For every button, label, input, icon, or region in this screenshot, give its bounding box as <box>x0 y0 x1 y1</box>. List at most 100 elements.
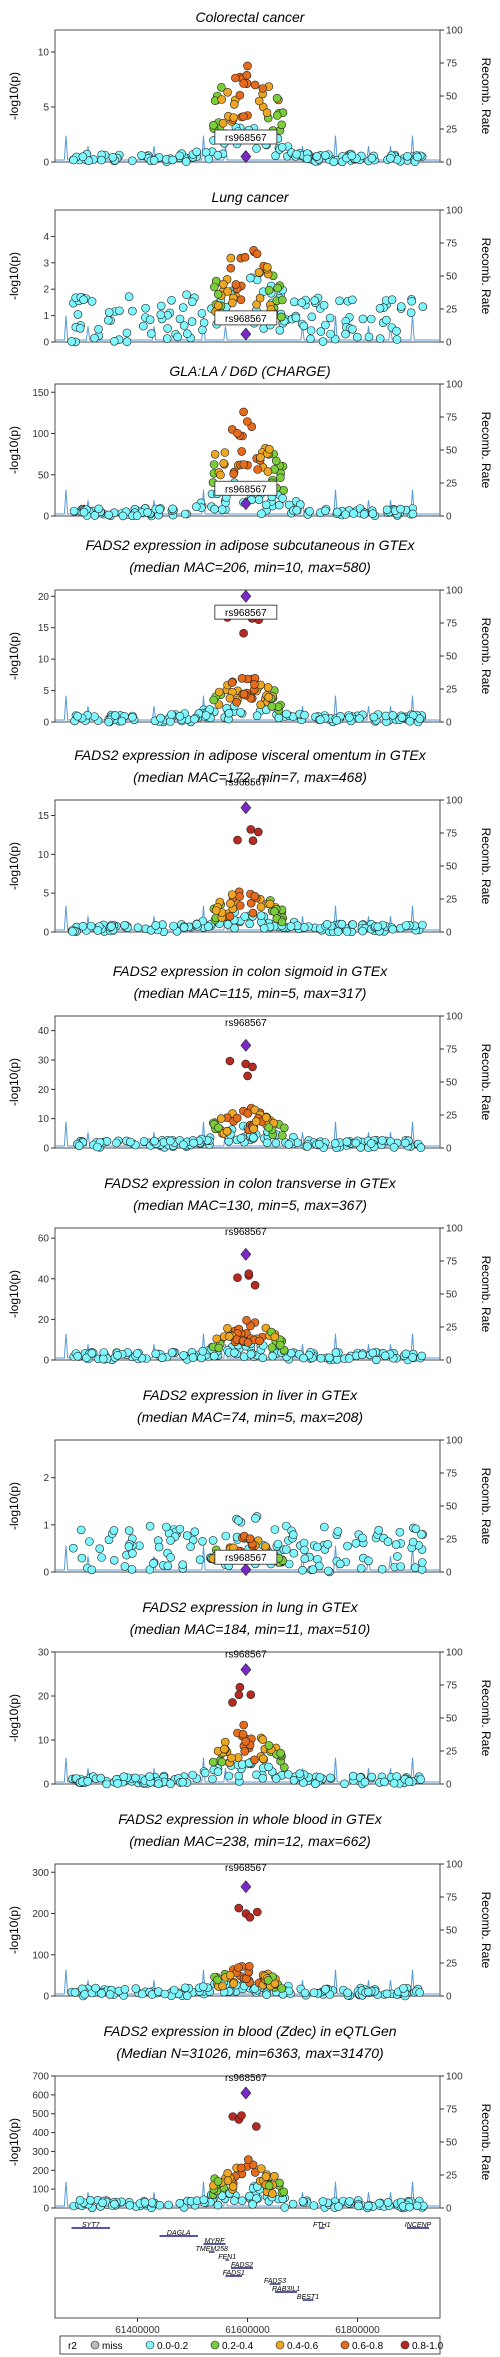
snp-point <box>342 927 352 936</box>
lead-snp-marker <box>240 1663 252 1677</box>
snp-point <box>368 509 378 519</box>
snp-point <box>97 1553 106 1562</box>
snp-point <box>219 279 228 289</box>
recomb-tick-label: 50 <box>446 1926 458 1937</box>
recomb-tick-label: 100 <box>446 1224 463 1235</box>
recomb-axis-label: Recomb. Rate <box>479 238 493 315</box>
snp-point <box>125 2200 135 2210</box>
snp-point <box>356 1564 366 1573</box>
recomb-tick-label: 75 <box>446 1257 458 1268</box>
panel-subtitle: (median MAC=130, min=5, max=367) <box>133 1197 367 1213</box>
snp-point <box>225 1971 235 1980</box>
snp-point <box>262 1138 272 1148</box>
panel-5: FADS2 expression in adipose visceral ome… <box>7 747 493 939</box>
recomb-tick-label: 0 <box>446 512 452 523</box>
snp-point <box>236 2163 246 2173</box>
snp-point <box>208 1757 218 1767</box>
panel-title: FADS2 expression in liver in GTEx <box>143 1387 358 1403</box>
snp-point <box>217 95 226 104</box>
snp-point <box>151 921 161 930</box>
snp-point <box>128 306 137 316</box>
snp-point <box>299 1353 308 1363</box>
snp-point <box>388 710 398 720</box>
recomb-tick-label: 100 <box>446 1012 463 1023</box>
snp-point <box>335 296 344 306</box>
snp-point <box>289 1548 299 1558</box>
snp-point <box>218 1981 227 1991</box>
snp-point <box>128 712 137 722</box>
recomb-rate-line <box>55 2181 440 2207</box>
y-axis-label: -log10(p) <box>7 252 21 300</box>
snp-point <box>272 93 282 103</box>
snp-point <box>150 1136 159 1146</box>
gene-label: SYT7 <box>82 2222 101 2229</box>
snp-point <box>275 1340 285 1350</box>
recomb-tick-label: 75 <box>446 1045 458 1056</box>
snp-point <box>295 1769 305 1778</box>
snp-point <box>110 2199 119 2209</box>
snp-point <box>400 1138 410 1148</box>
snp-point <box>418 920 427 930</box>
snp-point <box>239 689 249 699</box>
snp-point <box>167 295 176 305</box>
panel-subtitle: (median MAC=115, min=5, max=317) <box>134 985 367 1001</box>
snp-point <box>239 79 248 88</box>
snp-point <box>246 825 256 834</box>
snp-point <box>347 151 357 160</box>
snp-point <box>115 306 124 316</box>
snp-points <box>73 1056 426 1152</box>
snp-point <box>343 1541 352 1551</box>
snp-points <box>70 613 427 727</box>
recomb-tick-label: 75 <box>446 1681 458 1692</box>
recomb-tick-label: 100 <box>446 206 463 217</box>
snp-point <box>243 1109 253 1118</box>
snp-point <box>300 710 309 720</box>
snp-point <box>139 321 148 331</box>
snp-point <box>340 1779 349 1789</box>
snp-point <box>250 1755 259 1765</box>
snp-point <box>373 922 383 932</box>
y-axis-label: -log10(p) <box>7 1270 21 1318</box>
recomb-tick-label: 50 <box>446 1078 458 1089</box>
snp-point <box>195 1555 205 1564</box>
snp-point <box>416 1775 426 1784</box>
recomb-axis-label: Recomb. Rate <box>479 1892 493 1969</box>
panel-title: FADS2 expression in whole blood in GTEx <box>118 1811 383 1827</box>
gene-track: SYT7 FTH1 INCENPDAGLAMYRFTMEM258FEN1FADS2F… <box>54 2217 441 2351</box>
snp-point <box>312 152 322 161</box>
y-axis-label: -log10(p) <box>7 1906 21 1954</box>
snp-point <box>281 1521 291 1531</box>
snp-point <box>210 1351 219 1361</box>
snp-points <box>68 1682 426 1789</box>
recomb-tick-label: 25 <box>446 479 458 490</box>
snp-point <box>341 329 350 339</box>
recomb-tick-label: 50 <box>446 1502 458 1513</box>
snp-point <box>179 923 189 932</box>
y-tick-label: 0 <box>43 2204 49 2215</box>
recomb-rate-line <box>55 695 440 721</box>
snp-point <box>252 144 261 153</box>
lead-snp-label: rs968567 <box>225 1649 267 1660</box>
snp-point <box>175 314 185 324</box>
snp-point <box>261 1542 270 1551</box>
panel-title: GLA:LA / D6D (CHARGE) <box>169 363 330 379</box>
legend-item-label: miss <box>102 2341 123 2352</box>
y-tick-label: 15 <box>38 811 50 822</box>
snp-point <box>86 921 96 931</box>
snp-point <box>263 467 273 476</box>
snp-point <box>228 1698 237 1707</box>
snp-point <box>227 678 237 687</box>
snp-point <box>270 1332 280 1342</box>
y-axis-label: -log10(p) <box>7 72 21 120</box>
snp-point <box>149 1559 158 1568</box>
snp-point <box>392 335 402 344</box>
snp-point <box>268 1351 277 1361</box>
y-tick-label: 5 <box>43 686 49 697</box>
panel-subtitle: (median MAC=206, min=10, max=580) <box>129 559 371 575</box>
recomb-tick-label: 75 <box>446 1893 458 1904</box>
snp-point <box>248 2200 257 2209</box>
snp-point <box>154 1779 163 1788</box>
recomb-axis-label: Recomb. Rate <box>479 58 493 135</box>
snp-point <box>323 1566 333 1576</box>
snp-point <box>214 1123 223 1132</box>
